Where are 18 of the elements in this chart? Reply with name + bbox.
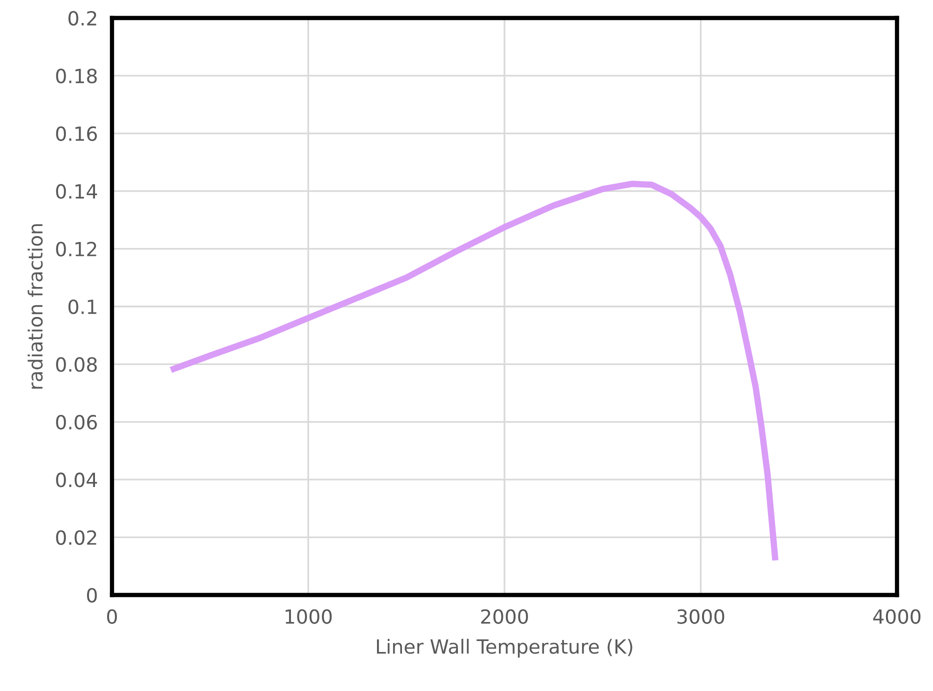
x-axis-title: Liner Wall Temperature (K) bbox=[376, 638, 632, 658]
x-tick-label: 2000 bbox=[481, 609, 528, 624]
y-tick-label: 0.04 bbox=[56, 472, 98, 488]
y-tick-label: 0.2 bbox=[68, 10, 96, 26]
y-tick-label: 0.12 bbox=[56, 242, 96, 256]
y-axis-title: radiation fraction bbox=[28, 224, 43, 389]
y-tick-label: 0.16 bbox=[56, 126, 97, 142]
x-tick-label: 3000 bbox=[677, 609, 724, 624]
y-tick-label: 0.06 bbox=[56, 414, 97, 430]
y-tick-label: 0.18 bbox=[56, 68, 97, 84]
y-tick-label: 0 bbox=[87, 588, 97, 603]
x-tick-label: 1000 bbox=[286, 609, 332, 624]
x-tick-label: 0 bbox=[107, 609, 117, 624]
y-tick-label: 0.14 bbox=[56, 184, 98, 199]
x-tick-label: 4000 bbox=[873, 609, 920, 624]
y-tick-label: 0.08 bbox=[56, 357, 97, 372]
y-tick-label: 0.02 bbox=[56, 530, 96, 545]
y-tick-label: 0.1 bbox=[68, 299, 96, 314]
